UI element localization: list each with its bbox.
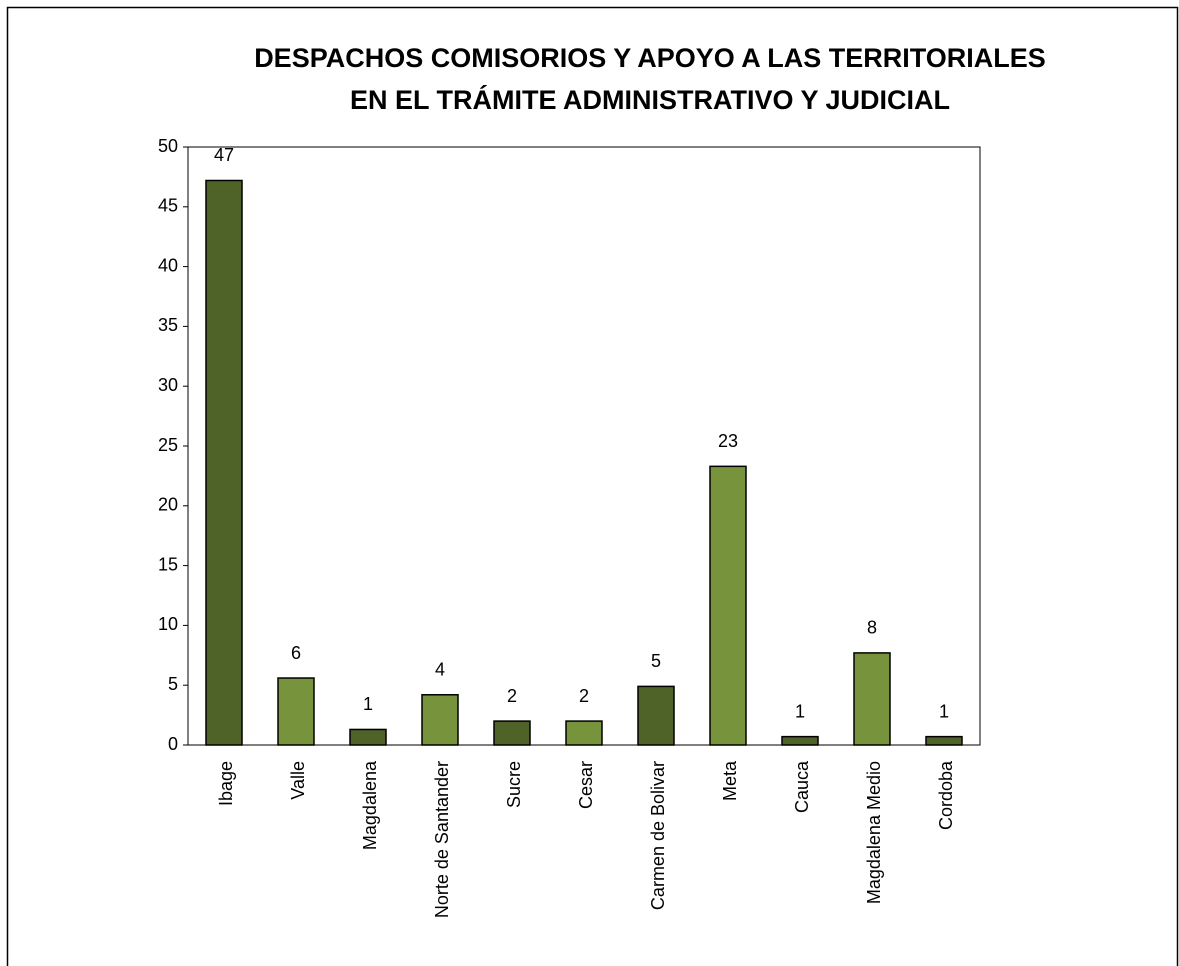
bar [709,465,747,746]
x-tick-label: Valle [288,761,308,800]
y-tick-label: 25 [158,435,178,455]
chart-border [6,6,1179,966]
data-label: 2 [507,686,517,706]
y-tick-label: 10 [158,614,178,634]
bar [421,694,459,746]
y-tick-label: 40 [158,255,178,275]
x-tick-label: Cauca [792,760,812,813]
data-label: 1 [939,701,949,721]
chart-title: EN EL TRÁMITE ADMINISTRATIVO Y JUDICIAL [350,84,950,115]
bar [853,652,891,746]
bar [277,677,315,746]
y-tick-label: 30 [158,375,178,395]
x-tick-label: Magdalena [360,760,380,850]
chart-title: DESPACHOS COMISORIOS Y APOYO A LAS TERRI… [254,43,1046,73]
data-label: 23 [718,431,738,451]
x-tick-label: Norte de Santander [432,761,452,918]
x-tick-label: Cordoba [936,760,956,830]
data-label: 47 [214,145,234,165]
data-label: 4 [435,660,445,680]
x-tick-label: Sucre [504,761,524,808]
y-tick-label: 20 [158,495,178,515]
x-tick-label: Carmen de Bolivar [648,761,668,910]
y-tick-label: 35 [158,315,178,335]
bar [781,735,819,746]
x-tick-label: Ibage [216,761,236,806]
data-label: 2 [579,686,589,706]
data-label: 5 [651,651,661,671]
data-label: 6 [291,643,301,663]
x-tick-label: Cesar [576,761,596,809]
y-tick-label: 45 [158,196,178,216]
bar [349,728,387,746]
y-tick-label: 50 [158,136,178,156]
data-label: 1 [363,694,373,714]
bar [205,179,243,746]
y-tick-label: 15 [158,554,178,574]
x-tick-label: Magdalena Medio [864,761,884,904]
data-label: 8 [867,618,877,638]
bar [925,735,963,746]
bar [637,685,675,746]
data-label: 1 [795,701,805,721]
bar [565,720,603,746]
y-tick-label: 5 [168,674,178,694]
y-tick-label: 0 [168,734,178,754]
bar [493,720,531,746]
x-tick-label: Meta [720,760,740,801]
